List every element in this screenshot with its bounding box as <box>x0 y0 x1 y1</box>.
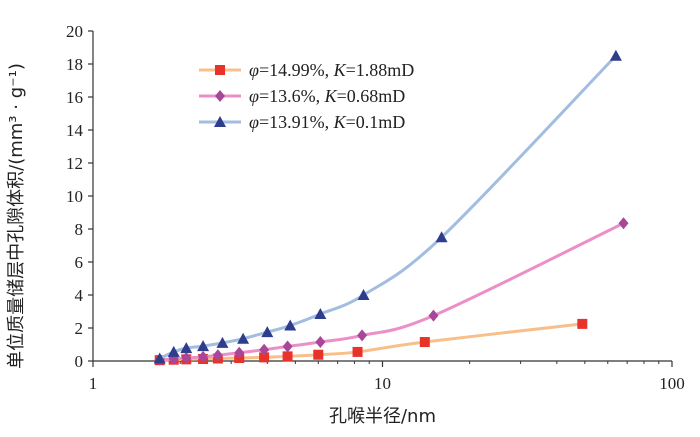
legend-item: φ=13.91%, K=0.1mD <box>199 112 405 132</box>
series-3-point <box>357 289 370 300</box>
legend-marker <box>215 90 225 102</box>
series-3-point <box>284 319 297 331</box>
series-3-point <box>153 352 166 364</box>
series-2-point <box>181 352 192 365</box>
series-3-group <box>153 49 622 364</box>
series-1-point <box>259 352 270 363</box>
series-2-point <box>259 343 270 356</box>
series-3-point <box>180 342 193 354</box>
legend-label-part: =1.88mD <box>346 60 415 80</box>
series-layer <box>153 49 629 366</box>
legend-marker <box>215 65 225 75</box>
legend-label-part: φ <box>249 60 259 80</box>
series-3-point <box>216 336 229 348</box>
y-axis-title: 单位质量储层中孔隙体积/(mm³ · g⁻¹) <box>6 63 27 369</box>
x-tick-label: 1 <box>89 374 98 393</box>
series-3-point <box>237 332 250 344</box>
legend-label-part: K <box>324 86 338 106</box>
series-2-line <box>159 221 625 362</box>
series-2-point <box>212 349 223 362</box>
series-3-point <box>314 307 327 319</box>
legend-label-part: =0.1mD <box>346 112 406 132</box>
series-2-point <box>357 329 368 342</box>
y-tick-label: 10 <box>66 187 83 206</box>
y-tick-label: 14 <box>66 121 84 140</box>
series-3-point <box>435 231 448 243</box>
series-3-point <box>197 340 210 352</box>
series-2-point <box>234 346 245 359</box>
series-2-point <box>198 350 209 363</box>
series-2-point <box>282 340 293 353</box>
legend-label: φ=13.91%, K=0.1mD <box>249 112 405 132</box>
legend-item: φ=14.99%, K=1.88mD <box>199 60 414 80</box>
legend-item: φ=13.6%, K=0.68mD <box>199 86 405 106</box>
series-2-point <box>315 336 326 349</box>
y-tick-label: 8 <box>75 220 84 239</box>
legend-label-part: =13.6%, <box>259 86 325 106</box>
series-2-group <box>154 217 629 366</box>
legend-label: φ=14.99%, K=1.88mD <box>249 60 414 80</box>
x-tick-label: 100 <box>659 374 685 393</box>
legend-label-part: K <box>333 112 347 132</box>
y-tick-label: 12 <box>66 154 83 173</box>
series-1-point <box>419 337 430 348</box>
series-1-point <box>313 349 324 360</box>
series-3-point <box>261 326 274 338</box>
series-3-point <box>167 345 180 357</box>
legend-label-part: =14.99%, <box>259 60 334 80</box>
y-tick-label: 20 <box>66 22 83 41</box>
legend-label-part: =0.68mD <box>337 86 406 106</box>
y-tick-label: 0 <box>75 352 84 371</box>
series-1-point <box>282 351 293 362</box>
y-tick-label: 18 <box>66 55 83 74</box>
series-3-point <box>609 49 622 61</box>
y-tick-label: 6 <box>75 253 84 272</box>
legend-label-part: φ <box>249 86 259 106</box>
series-1-point <box>577 318 588 329</box>
series-2-point <box>618 217 629 230</box>
legend-marker <box>214 116 226 127</box>
axes: 0 2 4 6 8 10 12 14 16 18 20 1 10 100 <box>66 22 685 393</box>
legend-label-part: =13.91%, <box>259 112 334 132</box>
series-1-point <box>352 346 363 357</box>
x-axis-title: 孔喉半径/nm <box>329 406 436 427</box>
legend-label-part: φ <box>249 112 259 132</box>
legend-label: φ=13.6%, K=0.68mD <box>249 86 405 106</box>
y-tick-label: 16 <box>66 88 83 107</box>
y-tick-label: 4 <box>75 286 84 305</box>
legend-label-part: K <box>333 60 347 80</box>
x-tick-label: 10 <box>374 374 391 393</box>
series-2-point <box>428 309 439 322</box>
y-tick-label: 2 <box>75 319 84 338</box>
